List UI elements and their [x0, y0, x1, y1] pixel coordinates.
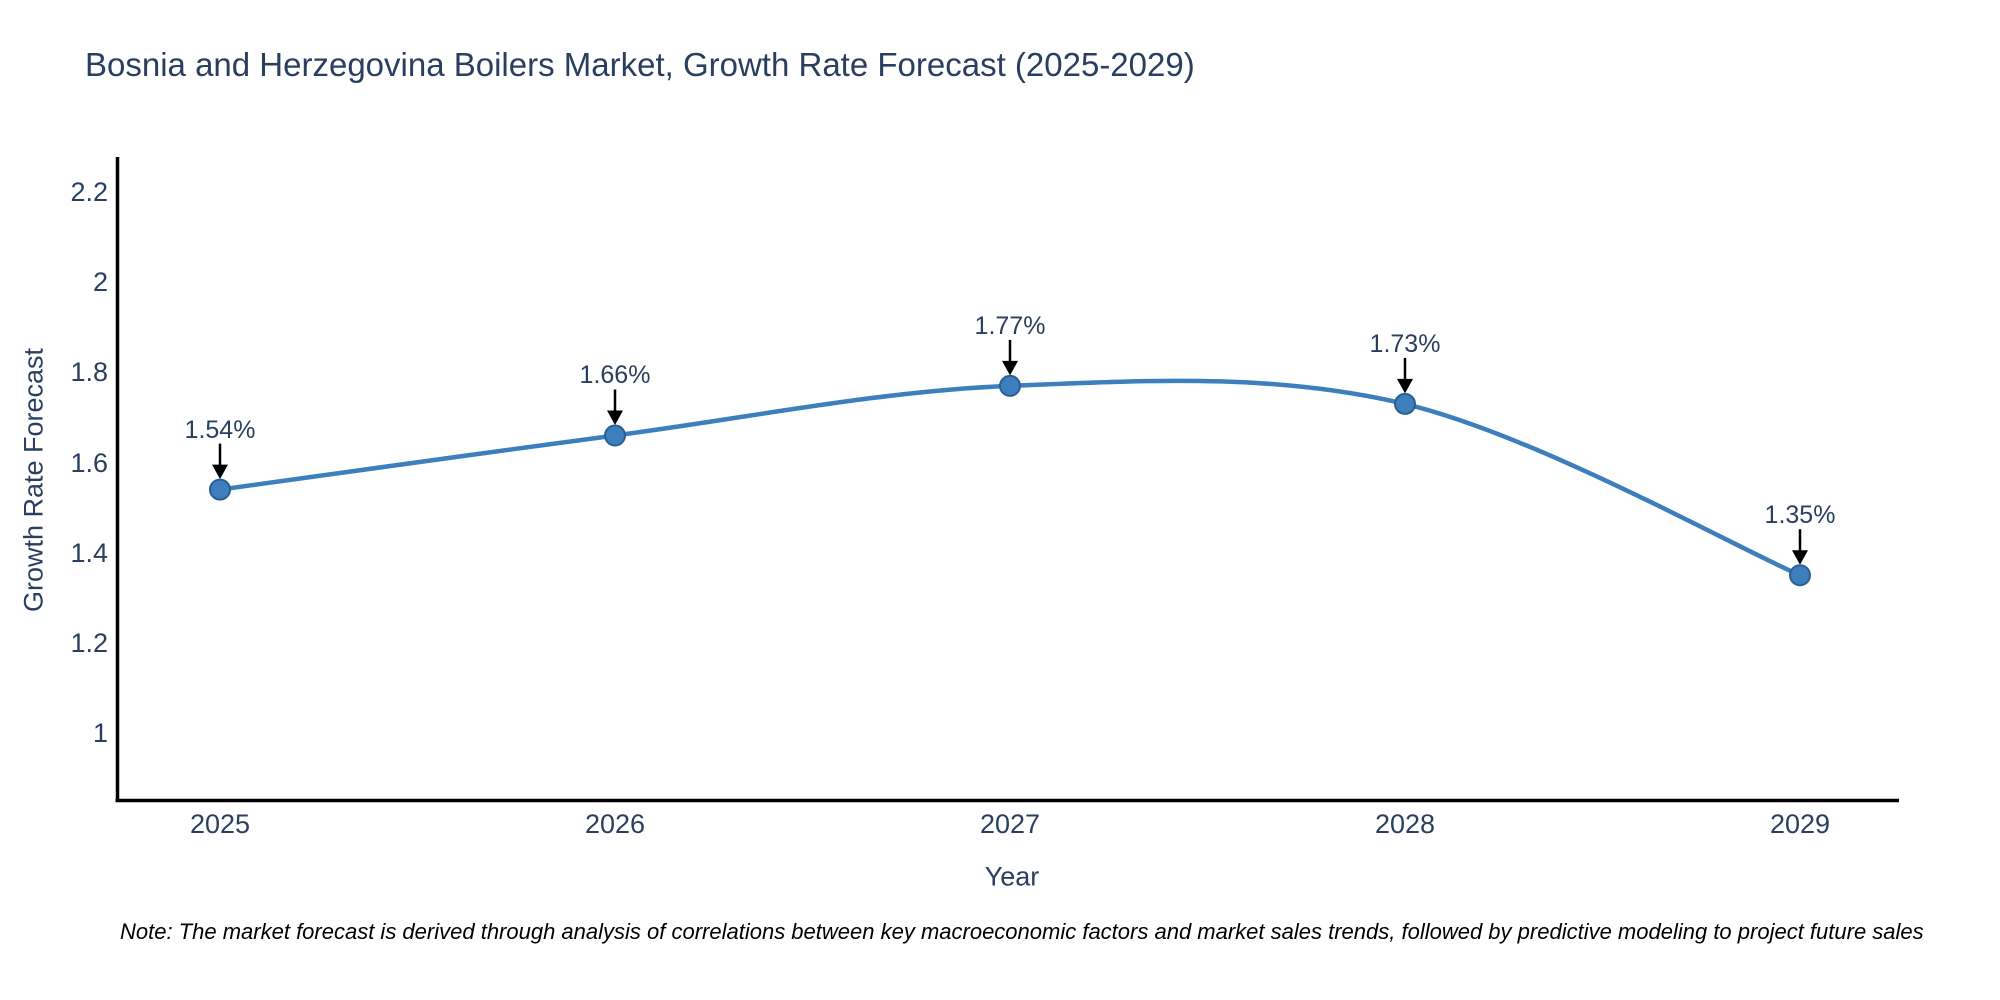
point-value-label-2029: 1.35%: [1764, 501, 1836, 530]
forecast-line: [217, 378, 1803, 578]
y-tick-label-2: 2: [92, 267, 108, 298]
data-point-marker-2026: [604, 424, 626, 447]
x-tick-label-2026: 2026: [584, 809, 646, 839]
annotation-arrow-head-2026: [607, 410, 623, 425]
footnote: Note: The market forecast is derived thr…: [120, 919, 1924, 944]
y-tick-label-1.6: 1.6: [70, 447, 108, 478]
y-tick-label-1.8: 1.8: [70, 357, 108, 388]
annotation-arrow-head-2028: [1397, 378, 1413, 394]
annotation-arrow-head-2025: [212, 464, 228, 480]
y-tick-label-2.2: 2.2: [70, 177, 108, 208]
y-tick-label-1.4: 1.4: [70, 537, 108, 568]
point-value-label-2028: 1.73%: [1369, 329, 1441, 358]
y-tick-label-1.2: 1.2: [70, 627, 108, 658]
point-value-label-2027: 1.77%: [974, 311, 1046, 340]
annotation-arrow-head-2029: [1792, 550, 1808, 565]
chart-title: Bosnia and Herzegovina Boilers Market, G…: [85, 46, 1195, 83]
x-axis-title: Year: [984, 861, 1040, 892]
point-value-label-2026: 1.66%: [579, 361, 651, 390]
x-tick-label-2027: 2027: [979, 809, 1041, 839]
data-point-marker-2029: [1789, 564, 1811, 587]
point-value-label-2025: 1.54%: [184, 415, 256, 444]
annotation-arrow-head-2027: [1002, 360, 1018, 376]
data-point-marker-2025: [209, 478, 231, 501]
x-tick-label-2025: 2025: [189, 809, 251, 839]
x-tick-label-2028: 2028: [1374, 809, 1436, 839]
y-tick-label-1: 1: [92, 718, 108, 748]
data-point-marker-2027: [999, 374, 1021, 397]
data-point-marker-2028: [1394, 392, 1416, 415]
x-tick-label-2029: 2029: [1769, 809, 1831, 839]
